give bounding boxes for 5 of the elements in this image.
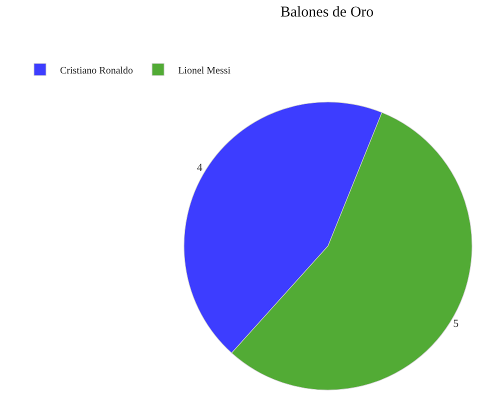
legend-label: Cristiano Ronaldo xyxy=(60,65,134,76)
chart-title: Balones de Oro xyxy=(280,4,374,20)
data-label: 4 xyxy=(196,162,203,174)
legend-label: Lionel Messi xyxy=(178,65,231,76)
data-label: 5 xyxy=(453,318,460,330)
